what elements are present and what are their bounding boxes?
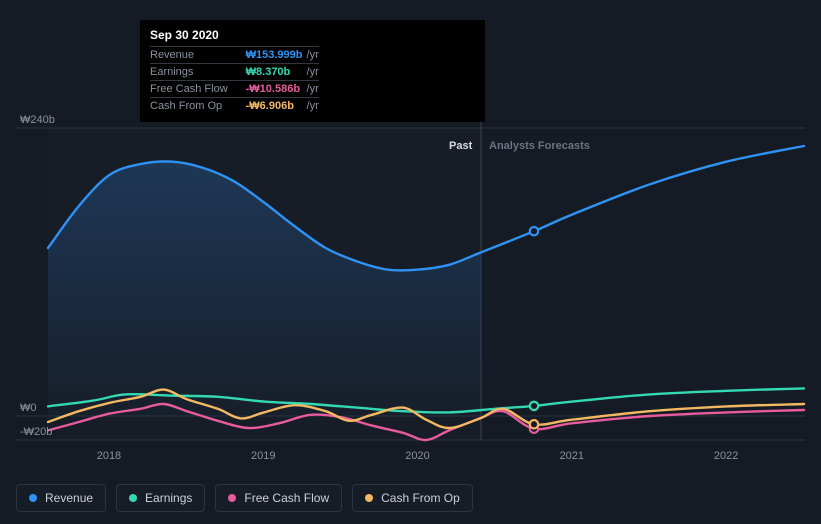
hover-tooltip: Sep 30 2020 Revenue ₩153.999b /yr Earnin… [140,20,485,122]
tooltip-row: Free Cash Flow -₩10.586b /yr [150,81,319,98]
x-axis-label: 2022 [714,450,738,462]
tooltip-row-value: ₩8.370b [246,64,303,81]
tooltip-row-label: Revenue [150,47,246,64]
tooltip-row-value: -₩6.906b [246,98,303,115]
tooltip-row-unit: /yr [303,98,319,115]
y-axis-label: ₩0 [20,402,37,414]
tooltip-row: Revenue ₩153.999b /yr [150,47,319,64]
legend-item-fcf[interactable]: Free Cash Flow [215,484,342,512]
tooltip-row-unit: /yr [303,64,319,81]
tooltip-row-unit: /yr [303,47,319,64]
past-label: Past [449,140,472,152]
tooltip-row: Earnings ₩8.370b /yr [150,64,319,81]
legend-label: Earnings [145,491,192,505]
x-axis-label: 2020 [405,450,429,462]
legend-swatch-icon [29,494,37,502]
tooltip-table: Revenue ₩153.999b /yr Earnings ₩8.370b /… [150,46,319,114]
y-axis-label: ₩240b [20,114,55,126]
legend-item-cfo[interactable]: Cash From Op [352,484,473,512]
legend-item-revenue[interactable]: Revenue [16,484,106,512]
x-axis-label: 2019 [251,450,275,462]
legend-swatch-icon [129,494,137,502]
tooltip-row-label: Free Cash Flow [150,81,246,98]
x-axis-label: 2018 [97,450,121,462]
tooltip-row-unit: /yr [303,81,319,98]
legend: Revenue Earnings Free Cash Flow Cash Fro… [16,484,473,512]
tooltip-date: Sep 30 2020 [150,28,475,42]
x-axis-label: 2021 [560,450,584,462]
tooltip-row-value: ₩153.999b [246,47,303,64]
chart-container: ₩240b ₩0 -₩20b 2018 2019 2020 2021 2022 … [0,0,821,524]
legend-swatch-icon [365,494,373,502]
legend-label: Revenue [45,491,93,505]
tooltip-row-value: -₩10.586b [246,81,303,98]
forecast-label: Analysts Forecasts [489,140,590,152]
legend-item-earnings[interactable]: Earnings [116,484,205,512]
tooltip-row: Cash From Op -₩6.906b /yr [150,98,319,115]
legend-label: Free Cash Flow [244,491,329,505]
tooltip-row-label: Earnings [150,64,246,81]
y-axis-label: -₩20b [20,426,52,438]
legend-label: Cash From Op [381,491,460,505]
tooltip-row-label: Cash From Op [150,98,246,115]
legend-swatch-icon [228,494,236,502]
